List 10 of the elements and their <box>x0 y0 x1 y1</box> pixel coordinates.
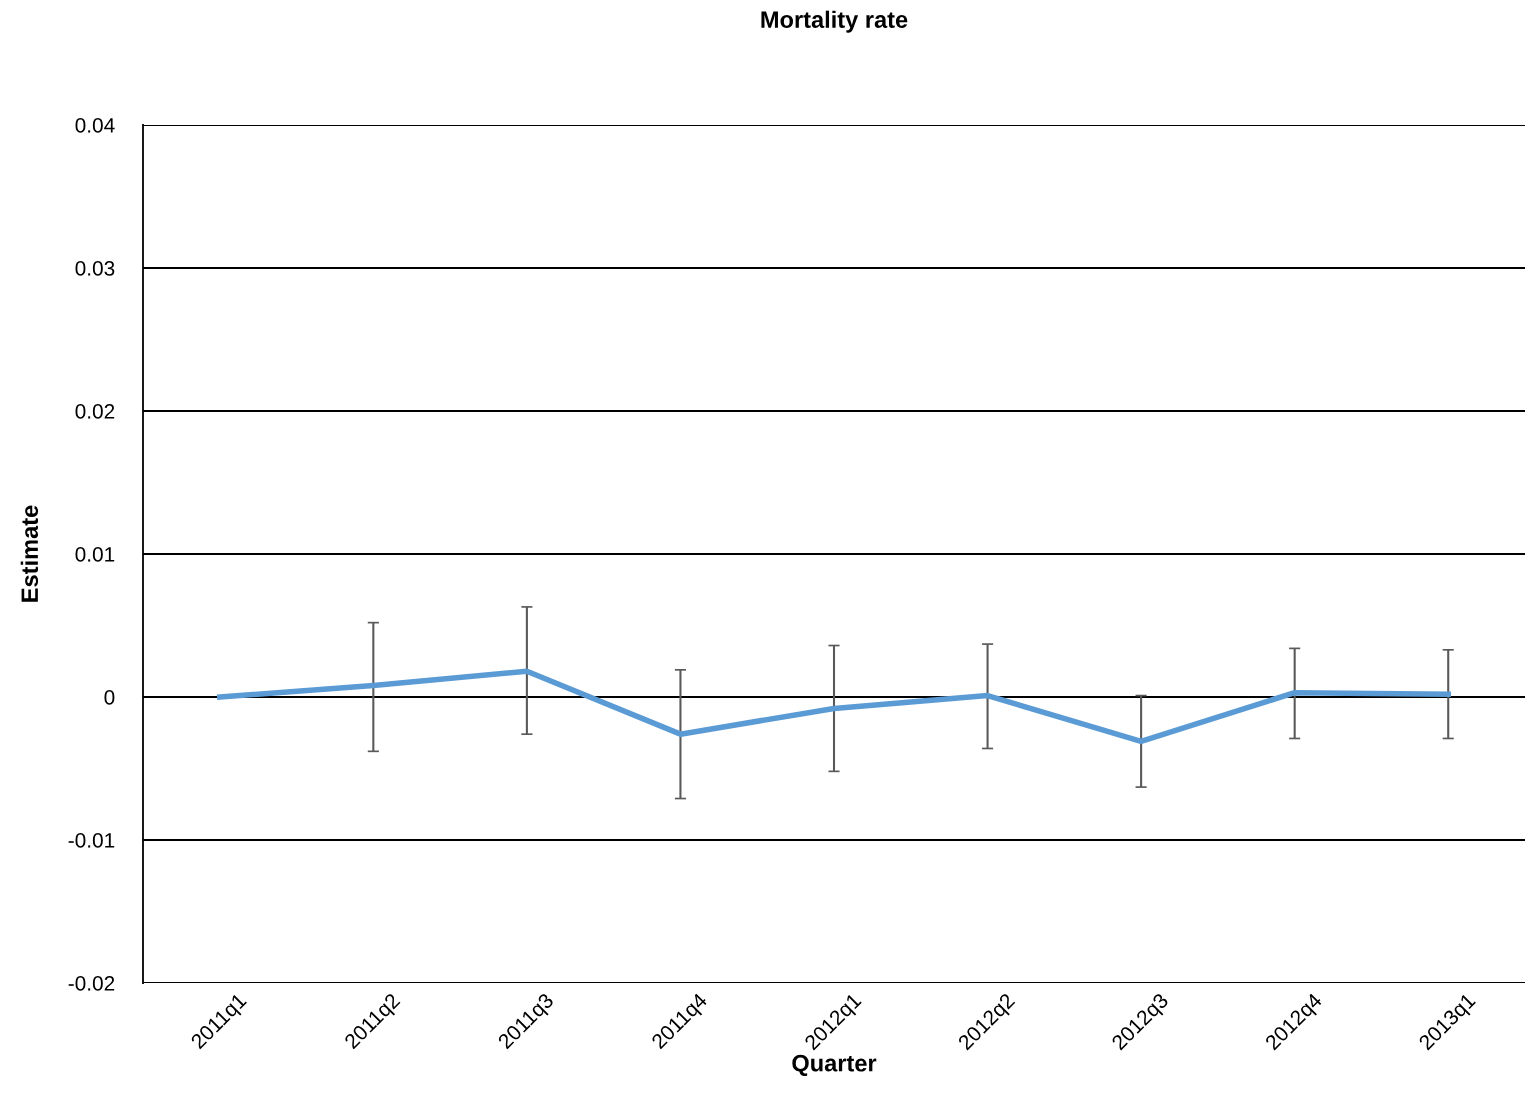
y-tick-label: -0.01 <box>68 833 115 848</box>
y-tick-label: 0 <box>104 690 115 705</box>
x-axis-title: Quarter <box>792 1054 877 1076</box>
chart-title: Mortality rate <box>761 10 908 33</box>
y-tick-label: -0.02 <box>68 976 115 991</box>
y-tick-label: 0.04 <box>75 118 115 133</box>
y-tick-label: 0.01 <box>75 547 115 562</box>
y-tick-label: 0.02 <box>75 404 115 419</box>
y-axis-title: Estimate <box>20 505 39 602</box>
y-tick-label: 0.03 <box>75 261 115 276</box>
